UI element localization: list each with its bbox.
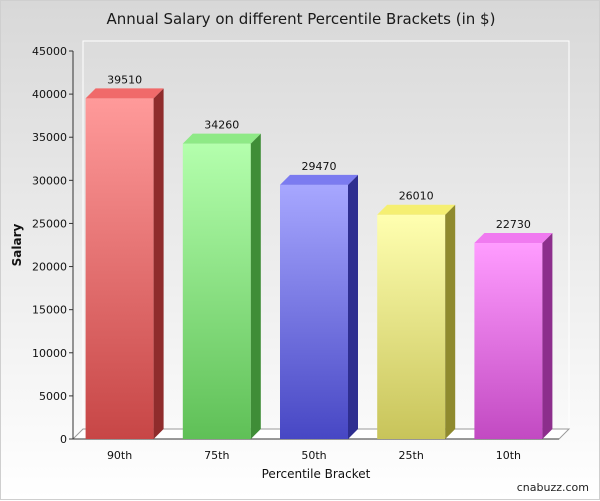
bar-side (542, 233, 553, 439)
labels: 0 5000 10000 15000 20000 25000 30000 35000 40000… (10, 45, 531, 481)
x-tick-label: 10th (496, 449, 521, 462)
bar-top (85, 88, 164, 99)
bar-front (85, 98, 154, 439)
y-tick-label: 20000 (32, 261, 67, 274)
y-tick-label: 35000 (32, 131, 67, 144)
bar-front (280, 184, 348, 439)
bar-side (153, 88, 164, 439)
y-tick-label: 25000 (32, 217, 67, 230)
bar-90th (85, 88, 164, 439)
y-tick-label: 40000 (32, 88, 67, 101)
chart-title: Annual Salary on different Percentile Br… (106, 10, 496, 28)
bar-top (474, 233, 553, 244)
x-tick-label: 75th (204, 449, 229, 462)
bar-front (182, 143, 251, 439)
y-tick-label: 30000 (32, 174, 67, 187)
bar-front (377, 214, 446, 439)
y-tick-label: 45000 (32, 45, 67, 58)
bar-10th (474, 233, 553, 439)
data-label: 34260 (204, 119, 239, 132)
bar-50th (280, 174, 358, 439)
bar-top (280, 174, 358, 185)
y-tick-label: 15000 (32, 304, 67, 317)
y-axis-title: Salary (10, 223, 24, 266)
x-axis-title: Percentile Bracket (262, 467, 371, 481)
y-tick-label: 5000 (39, 390, 67, 403)
bar-top (182, 133, 261, 144)
data-label: 39510 (107, 73, 142, 86)
y-tick-label: 10000 (32, 347, 67, 360)
bar-side (250, 133, 261, 439)
bar-side (445, 204, 456, 439)
bar-top (377, 204, 456, 215)
bar-side (348, 174, 358, 439)
x-tick-label: 25th (399, 449, 424, 462)
bars (85, 88, 553, 439)
y-tick-label: 0 (60, 433, 67, 446)
x-tick-label: 50th (301, 449, 326, 462)
bar-25th (377, 204, 456, 439)
bar-75th (182, 133, 261, 439)
data-label: 29470 (302, 160, 337, 173)
bar-front (474, 243, 543, 439)
x-tick-label: 90th (107, 449, 132, 462)
data-label: 22730 (496, 218, 531, 231)
watermark: cnabuzz.com (516, 481, 589, 494)
data-label: 26010 (399, 190, 434, 203)
